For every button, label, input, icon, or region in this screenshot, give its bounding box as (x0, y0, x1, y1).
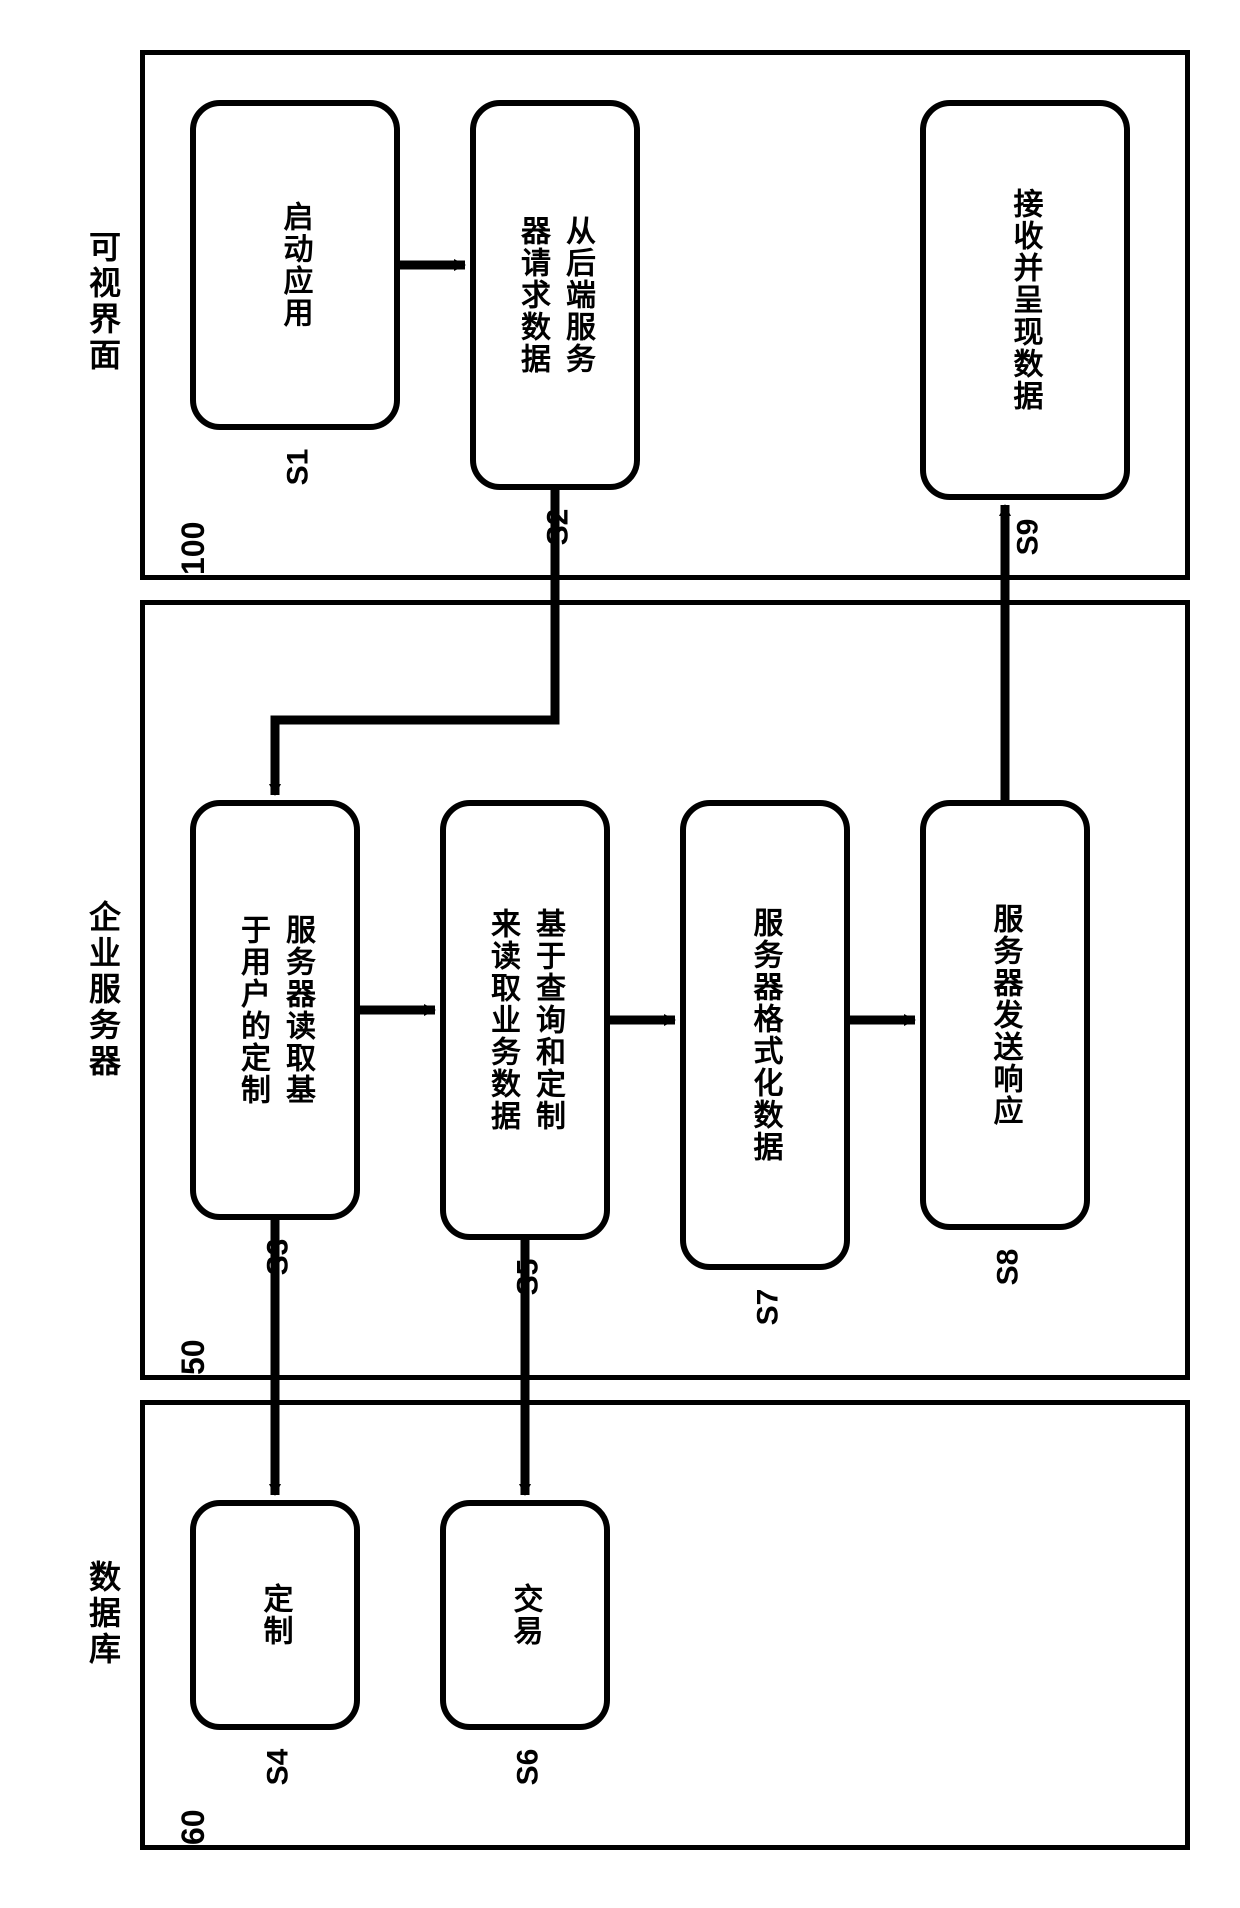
step-s4: S4 (261, 1749, 295, 1786)
step-s8: S8 (991, 1249, 1025, 1286)
node-s5: 基于查询和定制来读取业务数据 (440, 800, 610, 1240)
step-s3: S3 (261, 1239, 295, 1276)
node-s9-text: 接收并呈现数据 (1003, 188, 1048, 412)
node-s8-text: 服务器发送响应 (983, 903, 1028, 1127)
lane-label-top: 可视界面 (80, 230, 126, 374)
node-s6: 交易 (440, 1500, 610, 1730)
node-s2-text: 从后端服务器请求数据 (510, 215, 600, 375)
lane-label-bottom: 数据库 (80, 1560, 126, 1668)
lane-num-top: 100 (175, 522, 212, 575)
node-s1: 启动应用 (190, 100, 400, 430)
step-s1: S1 (281, 449, 315, 486)
lane-label-middle: 企业服务器 (80, 900, 126, 1080)
node-s3-text: 服务器读取基于用户的定制 (230, 914, 320, 1106)
step-s5: S5 (511, 1259, 545, 1296)
node-s8: 服务器发送响应 (920, 800, 1090, 1230)
node-s2: 从后端服务器请求数据 (470, 100, 640, 490)
node-s3: 服务器读取基于用户的定制 (190, 800, 360, 1220)
flowchart-diagram: 可视界面 企业服务器 数据库 100 50 60 启动应用 S1 从后端服务器请… (20, 20, 1220, 1888)
node-s6-text: 交易 (503, 1583, 548, 1647)
lane-num-bottom: 60 (175, 1809, 212, 1845)
node-s5-text: 基于查询和定制来读取业务数据 (480, 908, 570, 1132)
lane-num-middle: 50 (175, 1339, 212, 1375)
step-s9: S9 (1011, 519, 1045, 556)
node-s4-text: 定制 (253, 1583, 298, 1647)
node-s9: 接收并呈现数据 (920, 100, 1130, 500)
node-s4: 定制 (190, 1500, 360, 1730)
node-s7-text: 服务器格式化数据 (743, 907, 788, 1163)
step-s6: S6 (511, 1749, 545, 1786)
step-s2: S2 (541, 509, 575, 546)
node-s1-text: 启动应用 (273, 201, 318, 329)
node-s7: 服务器格式化数据 (680, 800, 850, 1270)
step-s7: S7 (751, 1289, 785, 1326)
